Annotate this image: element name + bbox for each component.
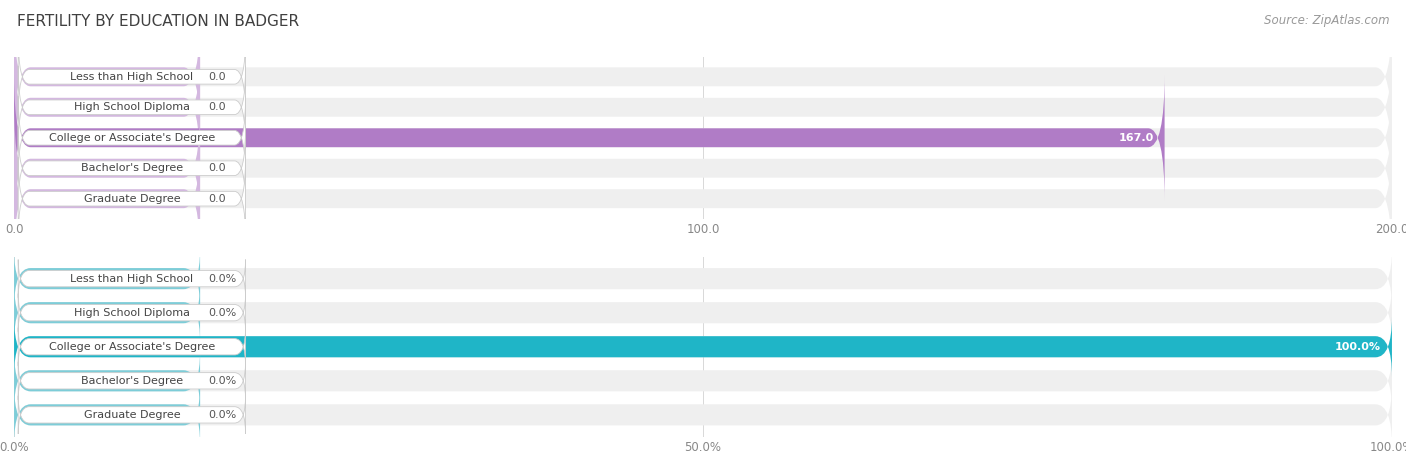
FancyBboxPatch shape (14, 316, 1392, 377)
Text: Bachelor's Degree: Bachelor's Degree (80, 163, 183, 173)
Text: 100.0%: 100.0% (1334, 342, 1381, 352)
FancyBboxPatch shape (18, 396, 246, 434)
FancyBboxPatch shape (18, 127, 246, 209)
FancyBboxPatch shape (14, 385, 1392, 445)
Text: 0.0%: 0.0% (208, 376, 236, 386)
FancyBboxPatch shape (14, 316, 1392, 377)
Text: 0.0: 0.0 (208, 72, 226, 82)
Text: Less than High School: Less than High School (70, 72, 194, 82)
FancyBboxPatch shape (14, 104, 200, 232)
Text: 167.0: 167.0 (1118, 133, 1153, 143)
FancyBboxPatch shape (14, 13, 1392, 141)
Text: High School Diploma: High School Diploma (75, 102, 190, 112)
FancyBboxPatch shape (14, 351, 1392, 411)
Text: FERTILITY BY EDUCATION IN BADGER: FERTILITY BY EDUCATION IN BADGER (17, 14, 299, 29)
FancyBboxPatch shape (14, 135, 200, 262)
FancyBboxPatch shape (18, 259, 246, 298)
Text: Less than High School: Less than High School (70, 274, 194, 284)
FancyBboxPatch shape (14, 385, 200, 445)
FancyBboxPatch shape (18, 96, 246, 179)
Text: Bachelor's Degree: Bachelor's Degree (80, 376, 183, 386)
FancyBboxPatch shape (14, 248, 200, 309)
FancyBboxPatch shape (14, 104, 1392, 232)
FancyBboxPatch shape (14, 44, 1392, 171)
FancyBboxPatch shape (18, 328, 246, 366)
FancyBboxPatch shape (14, 351, 200, 411)
Text: Source: ZipAtlas.com: Source: ZipAtlas.com (1264, 14, 1389, 27)
FancyBboxPatch shape (14, 135, 1392, 262)
Text: 0.0%: 0.0% (208, 308, 236, 318)
FancyBboxPatch shape (14, 282, 1392, 343)
FancyBboxPatch shape (18, 35, 246, 118)
FancyBboxPatch shape (14, 248, 1392, 309)
Text: Graduate Degree: Graduate Degree (83, 410, 180, 420)
FancyBboxPatch shape (18, 362, 246, 400)
Text: 0.0%: 0.0% (208, 274, 236, 284)
Text: College or Associate's Degree: College or Associate's Degree (49, 133, 215, 143)
FancyBboxPatch shape (14, 74, 1392, 201)
Text: High School Diploma: High School Diploma (75, 308, 190, 318)
FancyBboxPatch shape (18, 294, 246, 332)
FancyBboxPatch shape (14, 13, 200, 141)
FancyBboxPatch shape (14, 44, 200, 171)
FancyBboxPatch shape (18, 157, 246, 240)
Text: 0.0: 0.0 (208, 163, 226, 173)
Text: 0.0: 0.0 (208, 102, 226, 112)
FancyBboxPatch shape (14, 282, 200, 343)
FancyBboxPatch shape (14, 74, 1164, 201)
Text: 0.0: 0.0 (208, 194, 226, 204)
Text: 0.0%: 0.0% (208, 410, 236, 420)
Text: College or Associate's Degree: College or Associate's Degree (49, 342, 215, 352)
Text: Graduate Degree: Graduate Degree (83, 194, 180, 204)
FancyBboxPatch shape (18, 66, 246, 149)
